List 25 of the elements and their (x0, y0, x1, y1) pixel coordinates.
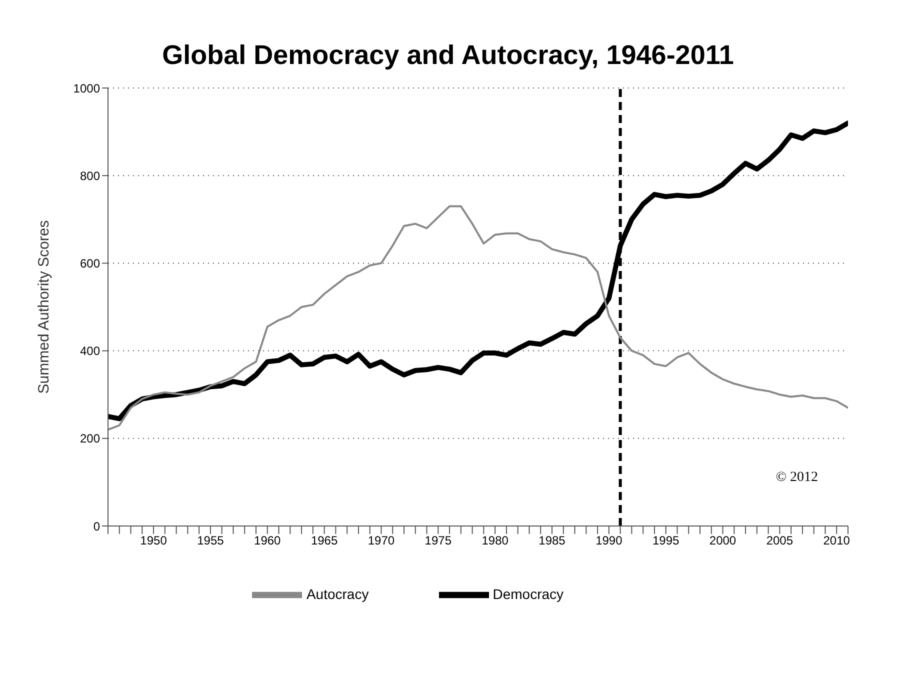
y-axis-title: Summed Authority Scores (35, 220, 52, 394)
y-tick-label: 800 (80, 168, 100, 183)
annotation: © 2012 (776, 470, 818, 486)
x-tick-label: 1980 (482, 534, 509, 548)
legend-label: Autocracy (306, 586, 369, 602)
line-series (108, 205, 848, 431)
x-tick-label: 1960 (254, 534, 282, 548)
y-tick-label: 400 (80, 344, 100, 358)
x-tick-label: 1985 (538, 534, 566, 548)
x-tick-label: 1970 (368, 534, 395, 548)
x-tick-label: 1955 (197, 534, 224, 548)
x-tick-label: 2000 (709, 534, 736, 548)
x-tick-label: 1950 (140, 534, 168, 548)
x-tick-label: 1990 (596, 534, 623, 548)
x-tick-label: 2010 (823, 534, 850, 548)
y-tick-label: 1000 (73, 81, 100, 96)
x-tick-label: 1975 (424, 534, 452, 548)
y-tick-label: 600 (80, 256, 100, 270)
chart-title: Global Democracy and Autocracy, 1946-2011 (161, 40, 735, 72)
y-tick-label: 200 (80, 432, 100, 446)
x-tick-label: 1995 (652, 534, 680, 548)
y-tick-label: 0 (93, 519, 100, 534)
legend-label: Democracy (492, 586, 564, 602)
x-tick-label: 1965 (310, 534, 338, 548)
x-tick-label: 2005 (766, 534, 794, 548)
